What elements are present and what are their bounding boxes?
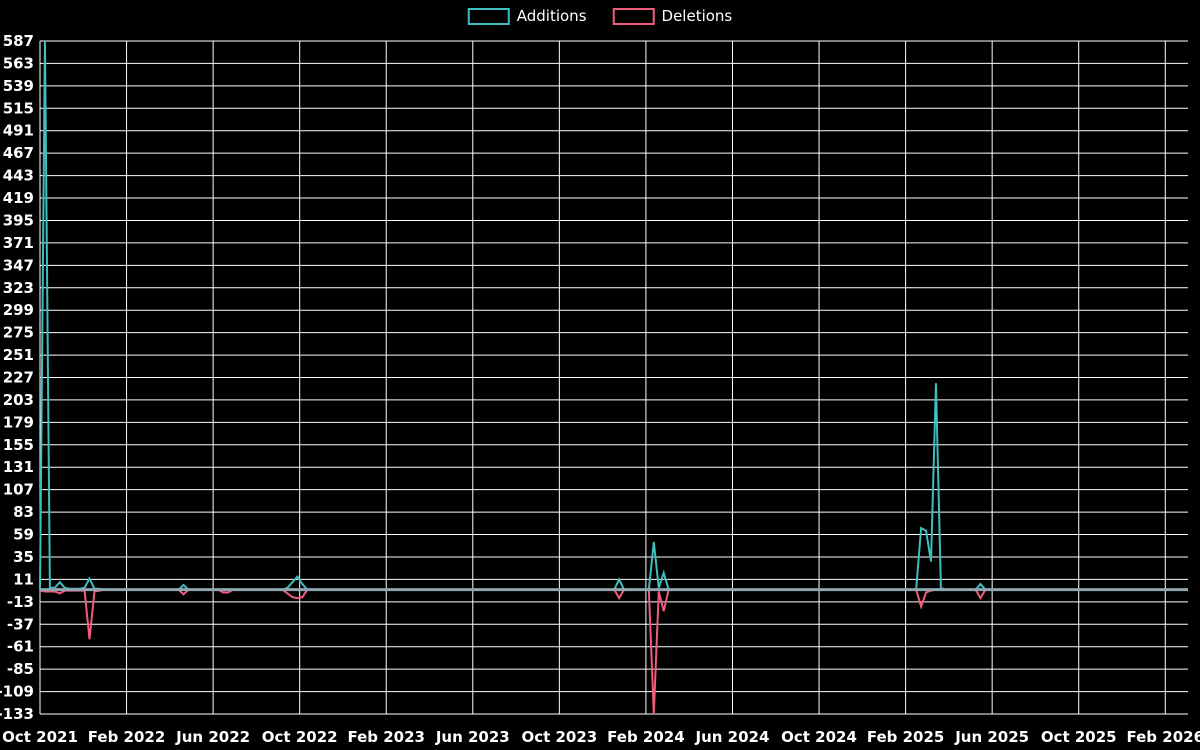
x-tick-label: Feb 2024 — [607, 728, 685, 746]
y-tick-label: 443 — [3, 167, 34, 185]
y-tick-label: -61 — [7, 638, 34, 656]
y-tick-label: 155 — [3, 436, 34, 454]
legend-deletions-label: Deletions — [661, 7, 733, 25]
deletions-line[interactable] — [39, 588, 1188, 715]
y-tick-label: 59 — [13, 526, 34, 544]
x-tick-label: Feb 2025 — [867, 728, 945, 746]
x-tick-label: Oct 2022 — [262, 728, 338, 746]
y-tick-label: 131 — [3, 458, 34, 476]
y-tick-label: 323 — [3, 279, 34, 297]
y-tick-label: 491 — [3, 122, 34, 140]
x-tick-label: Oct 2025 — [1041, 728, 1117, 746]
y-tick-label: 35 — [13, 548, 34, 566]
y-tick-label: 203 — [3, 391, 34, 409]
y-tick-label: 563 — [3, 54, 34, 72]
chart-legend: Additions Deletions — [467, 7, 733, 25]
legend-additions[interactable]: Additions — [467, 7, 587, 25]
y-tick-label: -85 — [7, 660, 34, 678]
y-tick-label: 227 — [3, 369, 34, 387]
y-tick-label: 251 — [3, 346, 34, 364]
x-tick-label: Jun 2025 — [954, 728, 1029, 746]
y-tick-label: -133 — [0, 705, 34, 723]
x-tick-label: Jun 2023 — [435, 728, 510, 746]
y-tick-label: 371 — [3, 234, 34, 252]
x-tick-label: Jun 2022 — [175, 728, 250, 746]
y-tick-label: 587 — [3, 32, 34, 50]
x-tick-label: Feb 2023 — [347, 728, 425, 746]
y-tick-label: 299 — [3, 301, 34, 319]
y-tick-label: 107 — [3, 481, 34, 499]
y-tick-label: 179 — [3, 413, 34, 431]
y-tick-label: 347 — [3, 256, 34, 274]
y-tick-label: 419 — [3, 189, 34, 207]
y-tick-label: -109 — [0, 683, 34, 701]
additions-line[interactable] — [39, 40, 1188, 591]
x-tick-label: Jun 2024 — [695, 728, 770, 746]
deletions-swatch-icon — [612, 8, 655, 25]
y-tick-label: 11 — [13, 570, 34, 588]
x-tick-label: Feb 2026 — [1127, 728, 1200, 746]
legend-additions-label: Additions — [516, 7, 587, 25]
y-tick-label: 539 — [3, 77, 34, 95]
y-tick-label: -13 — [7, 593, 34, 611]
legend-deletions[interactable]: Deletions — [612, 7, 733, 25]
additions-swatch-icon — [467, 8, 510, 25]
y-tick-label: 83 — [13, 503, 34, 521]
x-tick-label: Oct 2021 — [2, 728, 78, 746]
y-tick-label: 395 — [3, 211, 34, 229]
y-tick-label: 275 — [3, 324, 34, 342]
y-tick-label: 515 — [3, 99, 34, 117]
y-tick-label: -37 — [7, 615, 34, 633]
x-tick-label: Oct 2024 — [781, 728, 857, 746]
y-tick-label: 467 — [3, 144, 34, 162]
x-tick-label: Oct 2023 — [521, 728, 597, 746]
x-tick-label: Feb 2022 — [88, 728, 166, 746]
